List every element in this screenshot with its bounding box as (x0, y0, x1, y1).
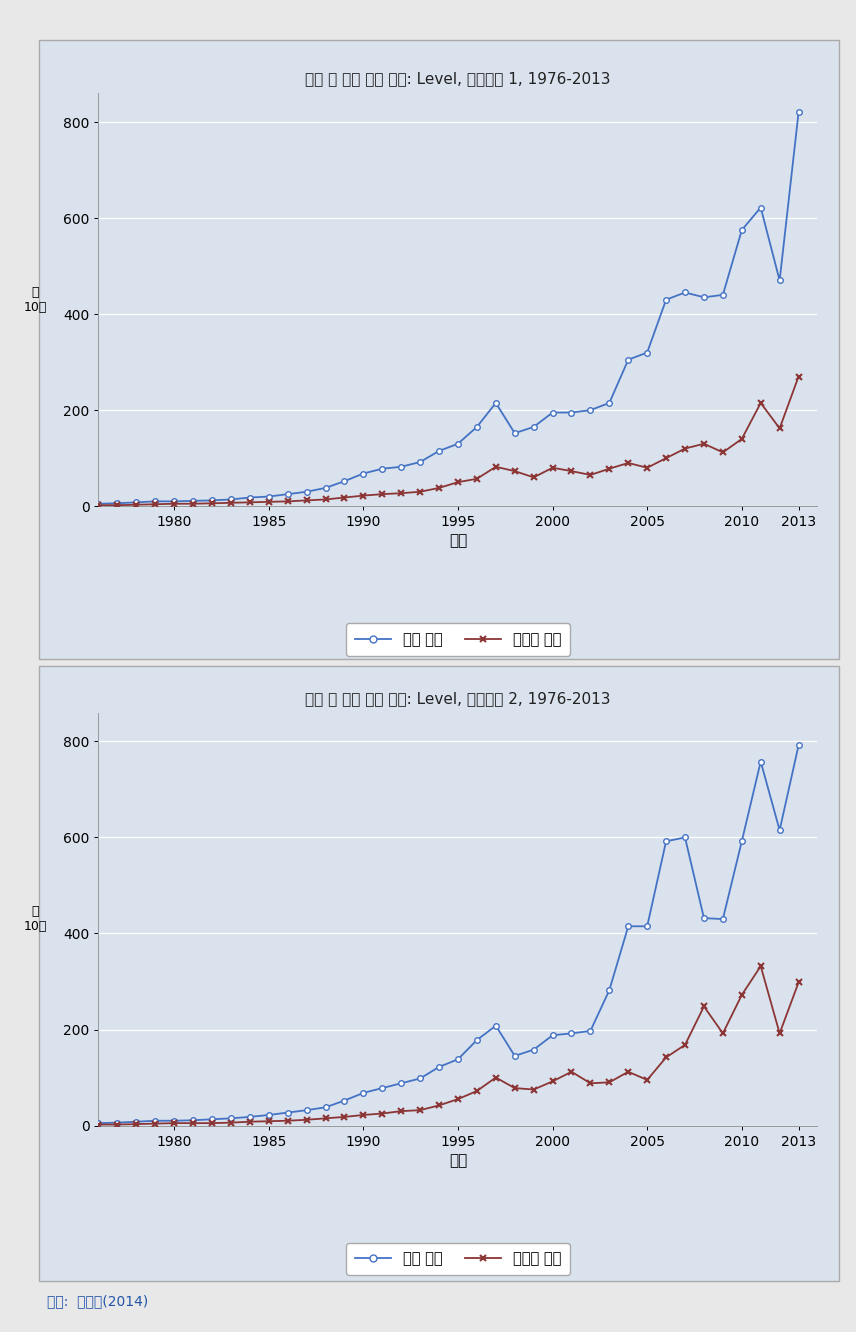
Legend: 녹색 무역, 비녹색 무역: 녹색 무역, 비녹색 무역 (346, 623, 570, 655)
Text: 자료:  강성진(2014): 자료: 강성진(2014) (47, 1293, 148, 1308)
Title: 한국 대 세계 녹색 무역: Level, 시나리오 1, 1976-2013: 한국 대 세계 녹색 무역: Level, 시나리오 1, 1976-2013 (306, 72, 610, 87)
Y-axis label: 폐
10억: 폐 10억 (24, 904, 47, 934)
Legend: 녹색 무역, 비녹색 무역: 녹색 무역, 비녹색 무역 (346, 1243, 570, 1275)
X-axis label: 년도: 년도 (449, 533, 467, 549)
Y-axis label: 폐
10억: 폐 10억 (24, 285, 47, 314)
X-axis label: 년도: 년도 (449, 1152, 467, 1168)
Title: 한국 대 세계 녹색 무역: Level, 시나리오 2, 1976-2013: 한국 대 세계 녹색 무역: Level, 시나리오 2, 1976-2013 (306, 691, 610, 706)
